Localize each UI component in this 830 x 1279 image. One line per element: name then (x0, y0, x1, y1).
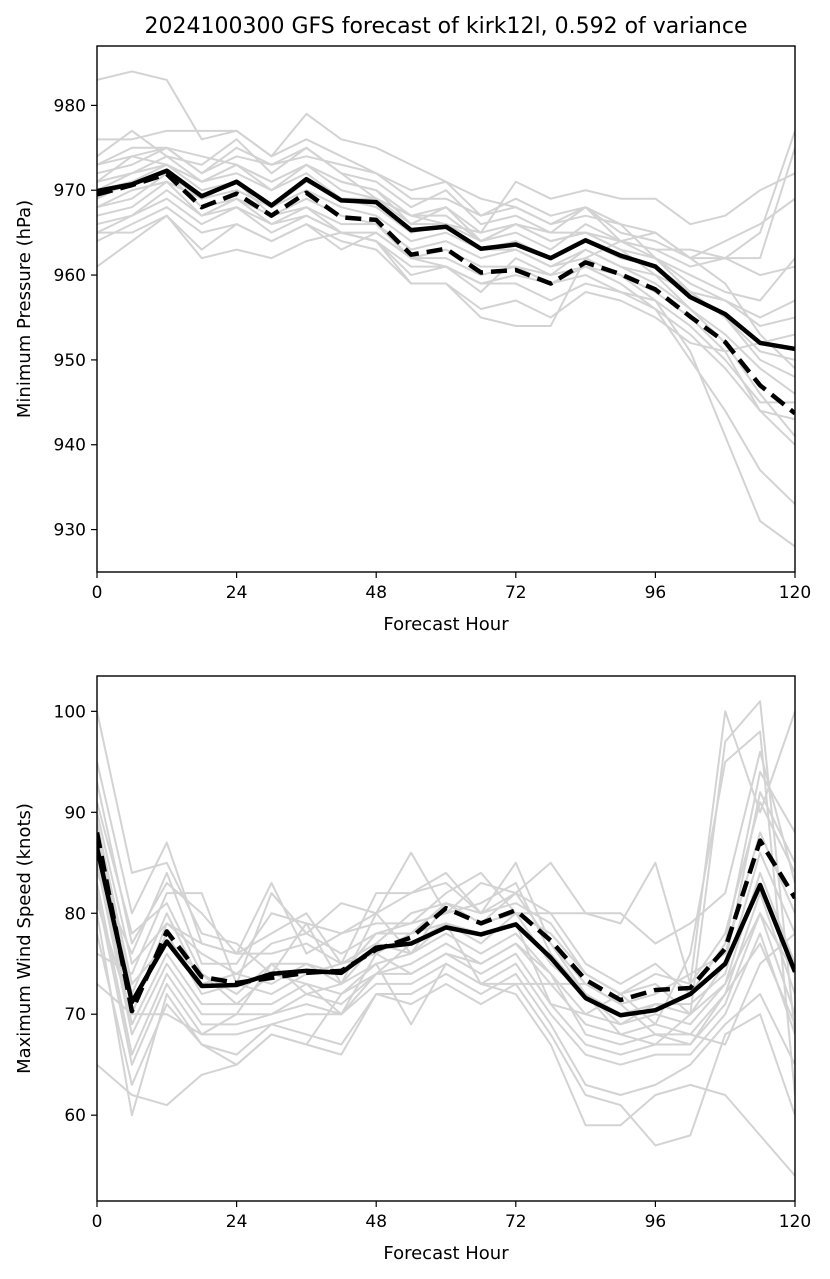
pressure-member-line-6 (97, 155, 795, 378)
pressure-member-line-2 (97, 112, 795, 319)
wind-pc-line (97, 832, 795, 1014)
wind-member-line-9 (97, 862, 795, 1036)
pressure-xtick-label-72: 72 (505, 583, 527, 603)
pressure-member-line-12 (97, 180, 795, 505)
pressure-member-line-18 (97, 163, 795, 234)
pressure-xtick-label-0: 0 (92, 583, 103, 603)
wind-member-line-8 (97, 852, 795, 1026)
pressure-member-line-9 (97, 172, 795, 395)
figure-title: 2024100300 GFS forecast of kirk12l, 0.59… (144, 14, 747, 39)
wind-member-line-15 (97, 922, 795, 1107)
wind-member-line-17 (97, 801, 795, 1016)
pressure-ylabel: Minimum Pressure (hPa) (14, 200, 35, 418)
wind-member-line-18 (97, 871, 795, 1026)
pressure-member-line-8 (97, 163, 795, 327)
wind-member-line-4 (97, 770, 795, 996)
wind-member-line-12 (97, 913, 795, 1117)
pressure-ytick-label-940: 940 (54, 436, 86, 456)
pressure-xtick-label-24: 24 (226, 583, 248, 603)
wind-ytick-label-60: 60 (64, 1106, 86, 1126)
pressure-xtick-label-96: 96 (645, 583, 667, 603)
wind-member-line-14 (97, 962, 795, 1177)
wind-ytick-label-70: 70 (64, 1005, 86, 1025)
pressure-xlabel: Forecast Hour (383, 614, 509, 635)
pressure-ytick-label-960: 960 (54, 266, 86, 286)
wind-member-line-13 (97, 933, 795, 1147)
pressure-ytick-label-980: 980 (54, 96, 86, 116)
pressure-axes-frame (96, 45, 796, 573)
wind-ylabel: Maximum Wind Speed (knots) (14, 803, 35, 1074)
wind-mean-line (97, 847, 795, 1018)
wind-axes-frame (96, 675, 796, 1202)
wind-xtick-label-48: 48 (365, 1212, 387, 1232)
wind-xtick-label-72: 72 (505, 1212, 527, 1232)
pressure-ytick-label-950: 950 (54, 351, 86, 371)
pressure-ytick-label-970: 970 (54, 181, 86, 201)
wind-ytick-label-90: 90 (64, 803, 86, 823)
wind-xtick-label-120: 120 (779, 1212, 811, 1232)
wind-xtick-label-96: 96 (645, 1212, 667, 1232)
pressure-pc-line (97, 171, 795, 416)
wind-ytick-label-80: 80 (64, 904, 86, 924)
wind-xtick-label-0: 0 (92, 1212, 103, 1232)
wind-member-line-16 (97, 750, 795, 985)
wind-series-group (97, 700, 795, 1177)
pressure-xtick-label-120: 120 (779, 583, 811, 603)
wind-xlabel: Forecast Hour (383, 1243, 509, 1264)
pressure-series-group (97, 70, 795, 548)
wind-panel: 0 24 48 72 96 120 60 70 80 90 100 Forecast Hour Maxi… (14, 675, 811, 1264)
pressure-member-line-16 (97, 214, 795, 327)
pressure-mean-line (97, 168, 795, 352)
wind-xtick-label-24: 24 (226, 1212, 248, 1232)
pressure-panel: 0 24 48 72 96 120 930 940 950 960 970 980 Forecast H… (14, 45, 811, 635)
pressure-member-line-19 (97, 146, 795, 370)
wind-ytick-label-100: 100 (54, 702, 86, 722)
pressure-xtick-label-48: 48 (365, 583, 387, 603)
pressure-ytick-label-930: 930 (54, 521, 86, 541)
